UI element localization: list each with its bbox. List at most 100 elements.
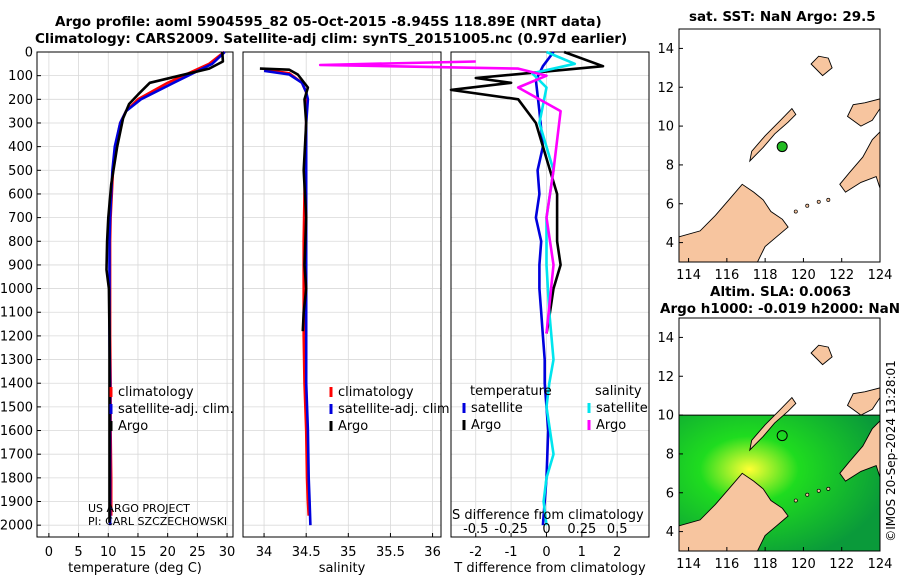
depth-tick-label: 100 bbox=[8, 69, 33, 84]
depth-tick-label: 1900 bbox=[0, 495, 33, 510]
map_sla-float-marker bbox=[776, 430, 788, 442]
map_sst-xtick-label: 122 bbox=[829, 268, 854, 283]
temperature-xtick-label: 30 bbox=[219, 545, 236, 560]
map_sla-xtick-label: 114 bbox=[676, 557, 701, 572]
differences-xlabel: T difference from climatology bbox=[453, 561, 646, 576]
map_sst-xtick-label: 124 bbox=[868, 268, 893, 283]
differences-s-legend-label: Argo bbox=[596, 418, 626, 433]
depth-tick-label: 700 bbox=[8, 211, 33, 226]
depth-tick-label: 600 bbox=[8, 187, 33, 202]
map_sla-xtick-label: 116 bbox=[714, 557, 739, 572]
map_sla-panel: 114 116 118 120 122 124 4 6 8 10 12 14 bbox=[657, 317, 892, 572]
map_sla-ytick-label: 6 bbox=[666, 486, 674, 501]
map_sla-xtick-label: 120 bbox=[791, 557, 816, 572]
map-bottom-title-1: Altim. SLA: 0.0063 bbox=[710, 284, 852, 300]
temperature-frame bbox=[36, 51, 234, 538]
palawan-land bbox=[749, 396, 797, 452]
sulu-island bbox=[805, 492, 810, 497]
sulu-island bbox=[793, 498, 798, 503]
differences-series-t-argo bbox=[449, 50, 605, 334]
differences-xtick-label: 2 bbox=[613, 545, 621, 560]
sulu-island bbox=[805, 203, 810, 208]
salinity-frame bbox=[242, 51, 442, 538]
salinity-legend-label: climatology bbox=[338, 385, 414, 400]
differences-panel: -2 -1 0 1 2T difference from climatology S di… bbox=[318, 50, 650, 576]
map_sla-xtick-label: 118 bbox=[753, 557, 778, 572]
salinity-xtick-label: 34.5 bbox=[292, 545, 321, 560]
map_sst-panel: 114 116 118 120 122 124 4 6 8 10 12 14 bbox=[657, 28, 893, 283]
figure-title-line1: Argo profile: aoml 5904595_82 05-Oct-201… bbox=[55, 14, 602, 30]
differences-frame bbox=[450, 51, 650, 538]
map_sla-ytick-label: 10 bbox=[657, 409, 674, 424]
map_sla-ytick-label: 4 bbox=[666, 525, 674, 540]
depth-tick-label: 0 bbox=[25, 46, 33, 61]
palawan-land bbox=[749, 107, 797, 163]
differences-t-legend-label: satellite bbox=[471, 401, 523, 416]
figure-title-line2: Climatology: CARS2009. Satellite-adj cli… bbox=[35, 31, 628, 47]
map_sla-xtick-label: 122 bbox=[829, 557, 854, 572]
credit-line-2: PI: CARL SZCZECHOWSKI bbox=[88, 515, 227, 528]
map_sst-ytick-label: 8 bbox=[666, 158, 674, 173]
differences-xtick-label: -2 bbox=[469, 545, 482, 560]
depth-tick-label: 500 bbox=[8, 164, 33, 179]
differences-series-s-satellite bbox=[530, 50, 577, 526]
visayas-land bbox=[846, 98, 880, 127]
differences-xtick-label: 1 bbox=[578, 545, 586, 560]
differences-top-tick-label: 0.25 bbox=[567, 522, 596, 537]
depth-tick-label: 300 bbox=[8, 116, 33, 131]
mindoro-land bbox=[810, 344, 833, 366]
map_sla-ytick-label: 8 bbox=[666, 447, 674, 462]
temperature-plot-area bbox=[37, 52, 233, 537]
map_sst-frame bbox=[678, 28, 881, 263]
temperature-legend-label: climatology bbox=[118, 385, 194, 400]
visayas-land bbox=[846, 387, 880, 416]
map_sst-float-marker bbox=[776, 141, 788, 153]
temperature-xtick-label: 25 bbox=[189, 545, 206, 560]
sulu-island bbox=[816, 199, 821, 204]
differences-top-tick-label: -0.25 bbox=[494, 522, 528, 537]
map_sla-frame bbox=[678, 317, 881, 552]
borneo-land bbox=[679, 183, 789, 262]
map_sst-xtick-label: 114 bbox=[676, 268, 701, 283]
temperature-xtick-label: 20 bbox=[159, 545, 176, 560]
differences-xlabel-top: S difference from climatology bbox=[452, 508, 644, 523]
temperature-xtick-label: 0 bbox=[45, 545, 53, 560]
differences-s-legend-label: satellite bbox=[596, 401, 648, 416]
depth-tick-label: 2000 bbox=[0, 519, 33, 534]
differences-xtick-label: 0 bbox=[542, 545, 550, 560]
sulu-island bbox=[793, 209, 798, 214]
map_sla-content bbox=[679, 344, 880, 551]
temperature-legend-label: satellite-adj. clim. bbox=[118, 402, 234, 417]
differences-legend-s-title: salinity bbox=[595, 384, 642, 399]
differences-legend-t-title: temperature bbox=[470, 384, 552, 399]
salinity-legend-label: Argo bbox=[338, 419, 368, 434]
temperature-panel: 0 5 10 15 20 25 300100200300400500600700800900… bbox=[0, 46, 235, 577]
map-top-title: sat. SST: NaN Argo: 29.5 bbox=[689, 9, 876, 25]
map_sst-ytick-label: 4 bbox=[666, 236, 674, 251]
temperature-xlabel: temperature (deg C) bbox=[68, 561, 202, 576]
differences-t-legend-label: Argo bbox=[471, 418, 501, 433]
map-bottom-title-2: Argo h1000: -0.019 h2000: NaN bbox=[660, 301, 900, 317]
map_sst-content bbox=[679, 55, 880, 262]
map_sst-ytick-label: 14 bbox=[657, 42, 674, 57]
map_sst-xtick-label: 120 bbox=[791, 268, 816, 283]
depth-tick-label: 1100 bbox=[0, 306, 33, 321]
credit-line-1: US ARGO PROJECT bbox=[88, 502, 190, 515]
salinity-series-argo bbox=[259, 67, 310, 332]
salinity-xtick-label: 36 bbox=[424, 545, 441, 560]
depth-tick-label: 1700 bbox=[0, 448, 33, 463]
temperature-xtick-label: 15 bbox=[130, 545, 147, 560]
depth-tick-label: 1800 bbox=[0, 471, 33, 486]
map_sst-xtick-label: 118 bbox=[753, 268, 778, 283]
depth-tick-label: 1600 bbox=[0, 424, 33, 439]
sulu-island bbox=[816, 488, 821, 493]
temperature-xtick-label: 5 bbox=[74, 545, 82, 560]
differences-xtick-label: -1 bbox=[505, 545, 518, 560]
mindanao-land bbox=[839, 420, 880, 551]
salinity-xtick-label: 35.5 bbox=[376, 545, 405, 560]
depth-tick-label: 200 bbox=[8, 93, 33, 108]
salinity-xtick-label: 34 bbox=[256, 545, 273, 560]
borneo-land bbox=[679, 472, 789, 551]
temperature-xtick-label: 10 bbox=[100, 545, 117, 560]
